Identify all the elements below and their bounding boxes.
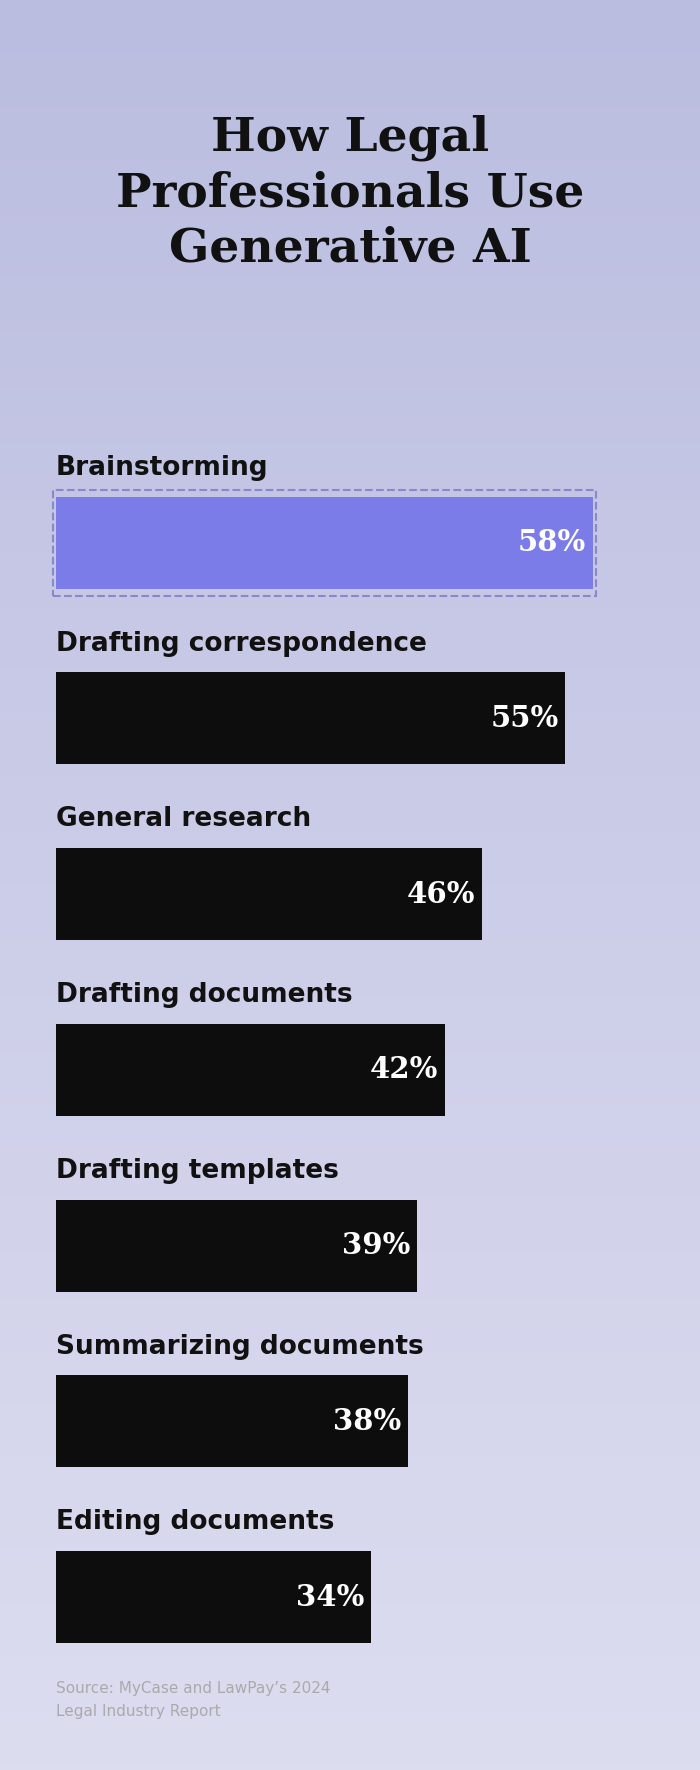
Text: 38%: 38% (332, 1407, 401, 1435)
Text: 42%: 42% (370, 1055, 438, 1085)
Bar (56, 673, 566, 765)
Text: How Legal
Professionals Use
Generative AI: How Legal Professionals Use Generative A… (116, 115, 584, 271)
Text: 39%: 39% (342, 1232, 410, 1260)
Bar (56, 1551, 371, 1643)
Text: Summarizing documents: Summarizing documents (56, 1333, 424, 1359)
Text: Drafting documents: Drafting documents (56, 982, 353, 1009)
Bar (56, 1375, 408, 1467)
Bar (56, 848, 482, 940)
Bar (56, 497, 593, 589)
Text: Source: MyCase and LawPay’s 2024
Legal Industry Report: Source: MyCase and LawPay’s 2024 Legal I… (56, 1682, 330, 1719)
Text: 46%: 46% (407, 880, 475, 908)
Bar (56, 1200, 417, 1292)
Text: Brainstorming: Brainstorming (56, 455, 269, 481)
Text: Drafting correspondence: Drafting correspondence (56, 630, 427, 657)
Bar (56, 1023, 445, 1115)
Bar (53, 490, 596, 596)
Text: 58%: 58% (518, 527, 586, 558)
Text: 55%: 55% (490, 704, 559, 733)
Text: Drafting templates: Drafting templates (56, 1158, 339, 1184)
Text: General research: General research (56, 807, 311, 832)
Text: Editing documents: Editing documents (56, 1510, 335, 1535)
Text: 34%: 34% (295, 1582, 364, 1611)
